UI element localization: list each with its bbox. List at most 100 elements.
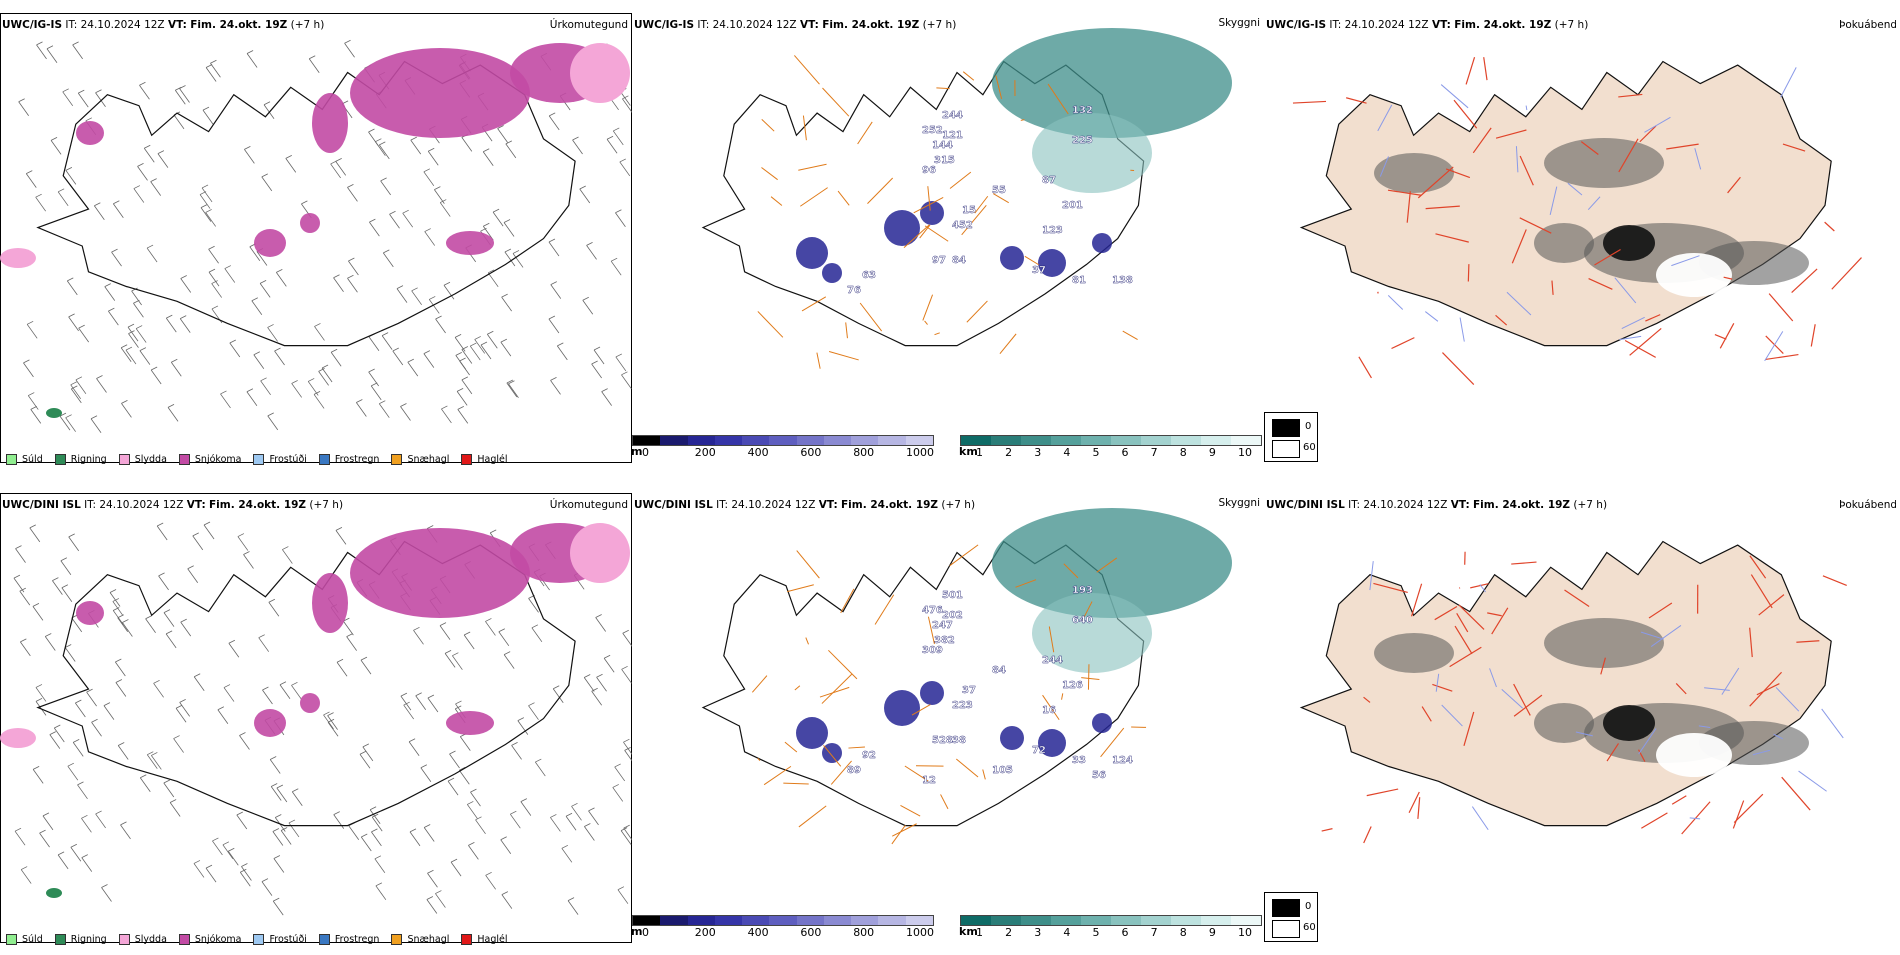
it-value: 24.10.2024 12Z (99, 499, 183, 511)
wind-barb (413, 630, 423, 644)
wind-barb (347, 184, 353, 187)
river-line (1441, 85, 1468, 108)
wind-barb (347, 637, 357, 651)
wind-barb (436, 316, 442, 319)
wind-barb (262, 690, 272, 704)
colorbar-tick-label: 4 (1063, 446, 1070, 459)
panel-title: Þokuábendi (1839, 499, 1896, 511)
sleet-area (570, 523, 630, 583)
wind-barb (360, 754, 370, 768)
wind-barb (421, 765, 427, 768)
wind-barb (147, 248, 157, 262)
colorbar-cells (960, 915, 1262, 926)
wind-barb (580, 186, 586, 189)
wind-barb (66, 415, 72, 418)
colorbar-tick-label: 2 (1005, 446, 1012, 459)
sleet-area (0, 728, 36, 748)
wind-barb (397, 286, 403, 289)
wind-barb (94, 203, 100, 206)
wind-barb (102, 888, 112, 902)
visibility-value-label: 138 (1112, 275, 1133, 286)
model-name: UWC/IG-IS (634, 19, 694, 31)
wind-barb (349, 826, 359, 840)
wind-barb (501, 339, 507, 342)
wind-barb (147, 752, 153, 755)
wind-barb (212, 306, 218, 309)
wind-barb (241, 864, 247, 867)
wind-barb (424, 827, 434, 841)
wind-barb (425, 232, 435, 246)
river-line (1425, 312, 1438, 322)
wind-barb (68, 763, 74, 766)
wind-barb (613, 131, 623, 145)
colorbar-cell (824, 436, 851, 445)
wind-barb (115, 662, 125, 676)
wind-barb (239, 733, 245, 736)
vt-value: Fim. 24.okt. 19Z (1454, 19, 1551, 31)
wind-barb (618, 890, 628, 904)
model-name: UWC/DINI ISL (634, 499, 713, 511)
wind-barb (400, 407, 410, 421)
wind-barb (347, 278, 357, 292)
wind-barb (440, 623, 446, 626)
wind-barb (240, 872, 250, 886)
river-line (1526, 106, 1527, 111)
road-line (787, 585, 814, 592)
snow-area (350, 528, 530, 618)
legend-item: Frostregn (319, 934, 380, 945)
panel-title: Skyggni (1219, 497, 1261, 509)
fog-key-black-swatch (1272, 419, 1300, 437)
wind-barb (206, 209, 212, 212)
snow-area (76, 121, 104, 145)
wind-barb (273, 831, 283, 845)
wind-barb (371, 386, 381, 400)
road-line (829, 352, 859, 360)
wind-barb (475, 339, 485, 353)
legend-swatch (6, 454, 17, 465)
wind-barb (154, 680, 160, 683)
wind-barb (434, 187, 440, 190)
wind-barb (292, 380, 298, 383)
wind-barb (622, 669, 632, 683)
wind-barb (618, 887, 624, 890)
wind-barb (616, 354, 622, 357)
wind-barb (273, 828, 279, 831)
wind-barb (229, 643, 239, 657)
road-line (1409, 792, 1419, 813)
wind-barb (592, 361, 598, 364)
wind-barb (322, 368, 332, 382)
wind-barb (455, 337, 465, 351)
colorbar-cell (961, 436, 991, 445)
wind-barb (393, 348, 399, 351)
wind-barb (206, 865, 212, 868)
colorbar-tick-label: 0 (642, 446, 649, 459)
colorbar-tick-label: 5 (1092, 926, 1099, 939)
wind-barb (528, 703, 534, 706)
lead-time: (+7 h) (309, 499, 343, 511)
colorbar-cell (688, 436, 715, 445)
wind-barb (168, 404, 174, 407)
snow-area (300, 693, 320, 713)
colorbar-tick-label: 200 (695, 446, 716, 459)
wind-barb (175, 90, 185, 104)
vt-value: Fim. 24.okt. 19Z (822, 19, 919, 31)
wind-barb (118, 745, 128, 759)
wind-barb (535, 762, 545, 776)
wind-barb (613, 128, 619, 131)
colorbar-tick-label: 8 (1180, 446, 1187, 459)
wind-barb (369, 337, 379, 351)
wind-barb (292, 792, 302, 806)
colorbar-tick-label: 1 (976, 926, 983, 939)
wind-barb (566, 813, 572, 816)
wind-barb (314, 323, 320, 326)
wind-barb (411, 137, 417, 140)
wind-barb (502, 294, 508, 297)
legend-label: Haglél (477, 934, 507, 945)
visibility-value-label: 144 (932, 140, 953, 151)
river-line (1472, 807, 1488, 830)
ceiling-area (1000, 726, 1024, 750)
wind-barb (277, 788, 287, 802)
legend-swatch (119, 454, 130, 465)
